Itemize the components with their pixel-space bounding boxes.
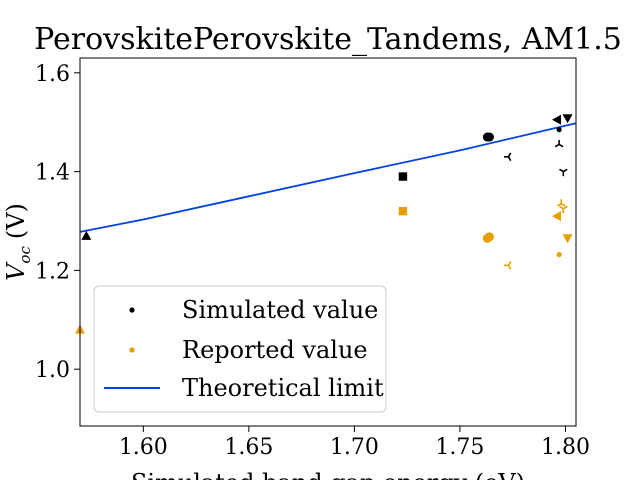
- y-tick-label: 1.2: [35, 259, 70, 284]
- reported-value-point: [484, 232, 494, 242]
- simulated-value-point: [554, 139, 564, 148]
- simulated-value-point: [556, 127, 562, 133]
- simulated-value-point: [398, 172, 408, 181]
- y-tick-label: 1.6: [35, 62, 70, 87]
- simulated-value-point: [552, 114, 562, 125]
- simulated-value-point: [559, 168, 568, 177]
- reported-value-point: [503, 261, 512, 270]
- theoretical-limit-line: [79, 122, 577, 233]
- simulated-value-point: [484, 132, 494, 142]
- plot-area: [75, 114, 577, 334]
- y-tick-label: 1.0: [35, 358, 70, 383]
- legend-box: [93, 285, 387, 413]
- x-axis-label: Simulated band gap energy (eV): [131, 469, 525, 480]
- legend-marker-simulated: [129, 307, 135, 313]
- legend-label-theoretical: Theoretical limit: [182, 374, 384, 402]
- x-tick-label: 1.60: [119, 435, 168, 460]
- x-tick-label: 1.80: [541, 435, 590, 460]
- legend-marker-reported: [129, 347, 135, 353]
- y-tick-label: 1.4: [35, 161, 70, 186]
- x-tick-label: 1.70: [330, 435, 379, 460]
- legend: Simulated value Reported value Theoretic…: [93, 285, 387, 413]
- reported-value-point: [559, 205, 568, 214]
- x-axis: 1.60 1.65 1.70 1.75 1.80: [119, 426, 590, 460]
- y-axis-label-main: V: [2, 261, 30, 281]
- y-axis-label: Voc (V): [2, 203, 34, 281]
- reported-value-point: [562, 234, 573, 244]
- y-axis-label-unit: (V): [2, 203, 30, 239]
- y-axis: 1.0 1.2 1.4 1.6: [35, 62, 80, 383]
- legend-label-reported: Reported value: [182, 336, 368, 364]
- chart-title: PerovskitePerovskite_Tandems, AM1.5: [34, 22, 622, 57]
- svg-text:Voc(V): Voc (V): [2, 203, 34, 281]
- x-tick-label: 1.75: [435, 435, 484, 460]
- simulated-value-point: [503, 152, 512, 162]
- legend-label-simulated: Simulated value: [182, 296, 378, 324]
- reported-value-point: [556, 251, 562, 258]
- reported-value-point: [552, 211, 562, 222]
- plot-frame: [79, 57, 577, 427]
- reported-value-point: [556, 199, 566, 207]
- reported-value-point: [398, 206, 408, 216]
- x-tick-label: 1.65: [224, 435, 273, 460]
- y-axis-label-sub: oc: [16, 246, 34, 264]
- simulated-value-point: [81, 230, 92, 240]
- simulated-value-point: [562, 114, 573, 124]
